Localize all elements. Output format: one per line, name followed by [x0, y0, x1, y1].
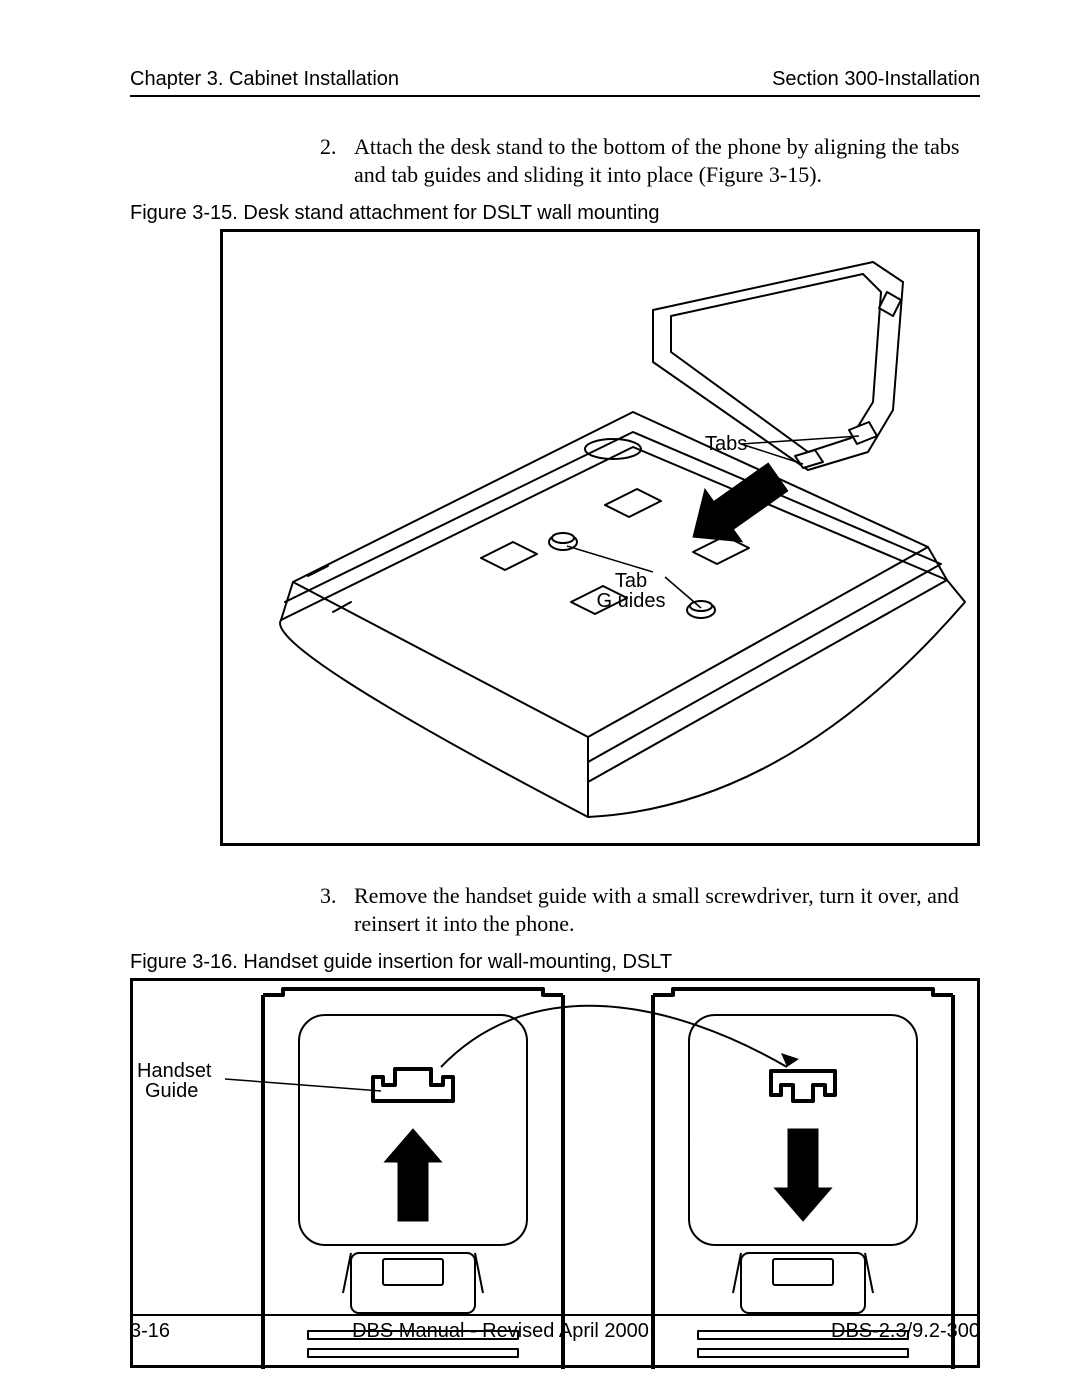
- figure-15: Tabs TabG uides: [220, 229, 980, 846]
- svg-text:Guide: Guide: [145, 1080, 198, 1102]
- page: Chapter 3. Cabinet Installation Section …: [0, 0, 1080, 1397]
- step-2-number: 2.: [320, 133, 354, 188]
- step-3-number: 3.: [320, 882, 354, 937]
- footer-right: DBS-2.3/9.2-300: [831, 1320, 980, 1343]
- page-footer: 3-16 DBS Manual - Revised April 2000 DBS…: [130, 1314, 980, 1343]
- footer-rule: [130, 1314, 980, 1316]
- footer-left: 3-16: [130, 1320, 170, 1343]
- figure-16: HandsetGuide: [130, 978, 980, 1368]
- step-2: 2. Attach the desk stand to the bottom o…: [320, 133, 980, 188]
- header-right: Section 300-Installation: [772, 68, 980, 91]
- step-3: 3. Remove the handset guide with a small…: [320, 882, 980, 937]
- svg-text:G uides: G uides: [597, 590, 666, 612]
- figure-16-caption: Figure 3-16. Handset guide insertion for…: [130, 951, 980, 974]
- figure-16-svg: HandsetGuide: [133, 981, 983, 1371]
- figure-15-svg: Tabs TabG uides: [223, 232, 983, 849]
- figure-15-caption: Figure 3-15. Desk stand attachment for D…: [130, 202, 980, 225]
- step-3-text: Remove the handset guide with a small sc…: [354, 882, 974, 937]
- svg-text:Tab: Tab: [615, 570, 647, 592]
- svg-text:Tabs: Tabs: [705, 433, 747, 455]
- svg-text:Handset: Handset: [137, 1060, 212, 1082]
- header-left: Chapter 3. Cabinet Installation: [130, 68, 399, 91]
- header-rule: [130, 95, 980, 97]
- page-header: Chapter 3. Cabinet Installation Section …: [130, 68, 980, 91]
- step-2-text: Attach the desk stand to the bottom of t…: [354, 133, 974, 188]
- footer-center: DBS Manual - Revised April 2000: [352, 1320, 649, 1343]
